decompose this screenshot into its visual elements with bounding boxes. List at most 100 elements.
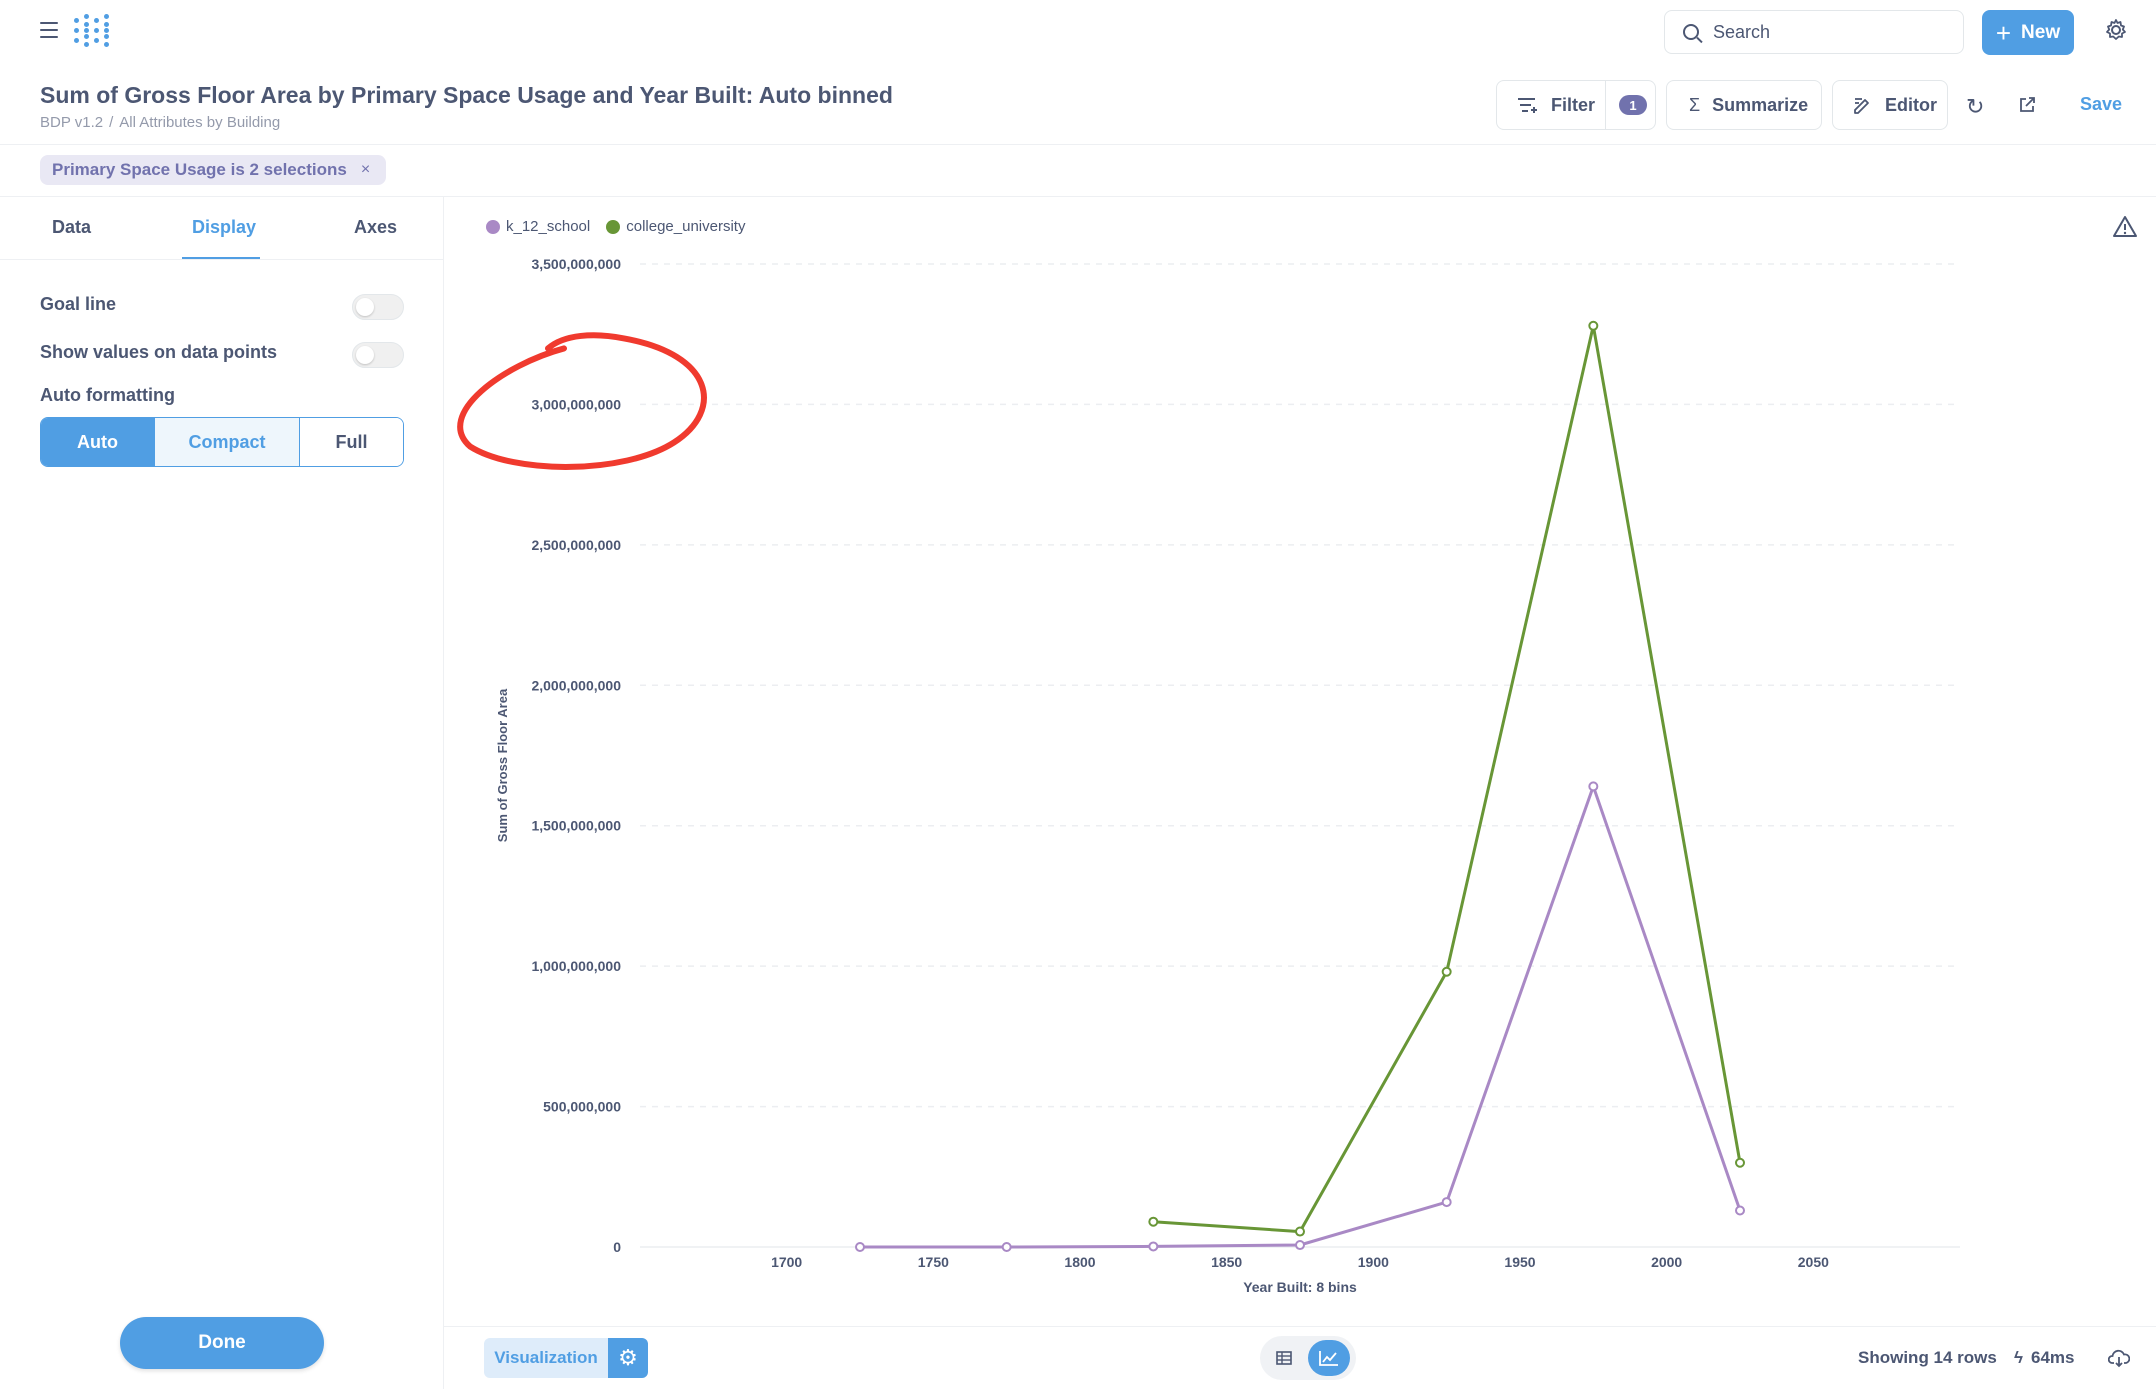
x-tick-label: 1800 <box>1064 1254 1095 1270</box>
breadcrumb-table[interactable]: All Attributes by Building <box>119 114 281 131</box>
chart-legend: k_12_school college_university <box>486 218 761 235</box>
x-tick-label: 1850 <box>1211 1254 1242 1270</box>
top-navigation: Search + New <box>0 0 2156 64</box>
x-tick-label: 2000 <box>1651 1254 1682 1270</box>
download-icon[interactable] <box>2108 1348 2130 1368</box>
warning-icon[interactable] <box>2112 214 2138 240</box>
legend-dot-k-12-school <box>486 219 500 234</box>
data-point-college-university <box>1588 320 1599 331</box>
x-axis-title: Year Built: 8 bins <box>1243 1279 1357 1295</box>
row-count: Showing 14 rows <box>1858 1348 1997 1367</box>
search-bar[interactable]: Search <box>1664 10 1964 54</box>
y-axis-title: Sum of Gross Floor Area <box>495 688 510 842</box>
data-point-college-university <box>1295 1226 1305 1237</box>
remove-filter-icon[interactable]: × <box>360 161 371 178</box>
data-point-college-university <box>1148 1216 1159 1227</box>
legend-dot-college-university <box>606 219 621 234</box>
red-annotation-circle <box>457 332 707 470</box>
new-button[interactable]: + New <box>1982 10 2074 55</box>
data-point-college-university <box>1735 1157 1745 1168</box>
breadcrumb-separator: / <box>109 114 114 131</box>
filter-divider <box>1605 81 1606 129</box>
visualization-button[interactable]: Visualization ⚙ <box>484 1338 648 1378</box>
open-external-icon[interactable] <box>2018 96 2036 114</box>
logo-dot <box>84 42 89 47</box>
data-point-k-12-school <box>1295 1240 1305 1251</box>
tab-axes[interactable]: Axes <box>354 217 398 237</box>
logo-dot <box>74 38 79 43</box>
summarize-label: Summarize <box>1712 94 1809 115</box>
logo-dot <box>84 34 89 39</box>
view-toggle <box>1260 1336 1356 1380</box>
query-time: ϟ 64ms <box>2014 1348 2074 1368</box>
summarize-button[interactable]: Σ Summarize <box>1666 80 1822 130</box>
done-button[interactable]: Done <box>120 1317 324 1369</box>
logo-dot <box>104 14 109 19</box>
logo-dot <box>74 28 79 33</box>
hamburger-menu-icon[interactable] <box>40 22 58 38</box>
formatting-option-auto[interactable]: Auto <box>41 418 155 466</box>
metabase-logo[interactable] <box>74 14 112 50</box>
auto-formatting-label: Auto formatting <box>40 385 175 405</box>
y-tick-label: 1,500,000,000 <box>531 818 621 834</box>
data-point-k-12-school <box>1588 781 1599 792</box>
chart-view-icon[interactable] <box>1308 1340 1350 1376</box>
data-point-k-12-school <box>1441 1197 1452 1208</box>
data-point-k-12-school <box>1148 1241 1159 1252</box>
tab-display[interactable]: Display <box>192 217 257 237</box>
lightning-icon: ϟ <box>2014 1348 2023 1367</box>
show-values-toggle[interactable] <box>352 342 404 368</box>
editor-label: Editor <box>1885 94 1937 115</box>
legend-item-college-university[interactable]: college_university <box>606 218 745 235</box>
footer-divider <box>444 1326 2156 1327</box>
filter-count-badge[interactable]: 1 <box>1619 95 1647 115</box>
refresh-icon[interactable]: ↻ <box>1966 94 1985 119</box>
question-title[interactable]: Sum of Gross Floor Area by Primary Space… <box>40 82 893 108</box>
logo-dot <box>94 38 99 43</box>
logo-dot <box>84 28 89 33</box>
y-tick-label: 1,000,000,000 <box>531 958 621 974</box>
breadcrumb: BDP v1.2 / All Attributes by Building <box>40 114 280 131</box>
filter-button[interactable]: Filter 1 <box>1496 80 1656 130</box>
show-values-label: Show values on data points <box>40 342 278 362</box>
logo-dot <box>94 18 99 23</box>
save-button[interactable]: Save <box>2080 94 2123 114</box>
visualization-settings-gear-icon[interactable]: ⚙ <box>608 1338 648 1378</box>
legend-label-k-12-school: k_12_school <box>506 218 591 235</box>
tab-data[interactable]: Data <box>52 217 92 237</box>
settings-gear-icon[interactable] <box>2104 18 2128 42</box>
logo-dot <box>104 28 109 33</box>
data-point-k-12-school <box>1001 1242 1012 1252</box>
table-view-icon[interactable] <box>1270 1344 1298 1372</box>
filter-pill[interactable]: Primary Space Usage is 2 selections × <box>40 155 387 185</box>
filter-icon <box>1518 98 1537 113</box>
filter-bar-divider <box>0 196 2156 197</box>
logo-dot <box>104 42 109 47</box>
y-tick-label: 500,000,000 <box>543 1099 621 1115</box>
y-tick-label: 0 <box>613 1239 621 1255</box>
logo-dot <box>84 22 89 27</box>
query-time-value: 64ms <box>2031 1348 2075 1367</box>
tabs-divider <box>0 259 444 260</box>
visualization-label[interactable]: Visualization <box>484 1338 608 1378</box>
goal-line-label: Goal line <box>40 294 117 314</box>
new-button-label: New <box>2021 21 2061 43</box>
data-point-k-12-school <box>855 1242 865 1252</box>
formatting-option-compact[interactable]: Compact <box>155 418 300 466</box>
goal-line-toggle[interactable] <box>352 294 404 320</box>
editor-button[interactable]: Editor <box>1832 80 1948 130</box>
logo-dot <box>104 34 109 39</box>
search-placeholder: Search <box>1713 21 1771 42</box>
y-tick-label: 3,000,000,000 <box>531 396 621 412</box>
logo-dot <box>104 22 109 27</box>
settings-sidebar: Data Display Axes Goal line Show values … <box>0 197 444 1389</box>
formatting-option-full[interactable]: Full <box>300 418 403 466</box>
logo-dot <box>74 18 79 23</box>
notebook-editor-icon <box>1854 98 1869 114</box>
legend-item-k-12-school[interactable]: k_12_school <box>486 218 590 235</box>
active-tab-indicator <box>182 257 260 260</box>
filter-label: Filter <box>1551 94 1596 115</box>
legend-label-college-university: college_university <box>626 218 746 235</box>
breadcrumb-database[interactable]: BDP v1.2 <box>40 114 104 131</box>
filter-pill-label: Primary Space Usage is 2 selections <box>52 160 347 179</box>
